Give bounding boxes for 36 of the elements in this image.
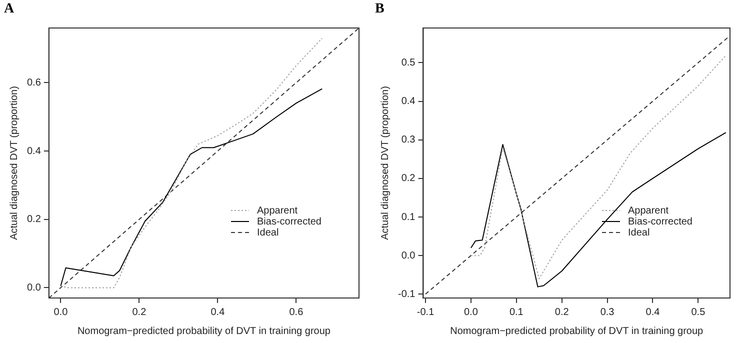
x-tick-label: 0.2 <box>554 306 570 318</box>
legend-label: Apparent <box>257 205 298 216</box>
x-tick-label: 0.1 <box>509 306 524 318</box>
legend-label: Bias-corrected <box>257 216 322 228</box>
legend-label: Apparent <box>628 205 669 216</box>
y-axis-title: Actual diagnosed DVT (proportion) <box>380 86 391 240</box>
line-series <box>60 38 323 288</box>
chart-title: B <box>375 2 384 17</box>
legend-label: Ideal <box>628 227 650 238</box>
legend-label: Ideal <box>257 227 279 238</box>
x-axis-title: Nomogram−predicted probability of DVT in training group <box>77 326 331 337</box>
chart-title: A <box>4 2 15 17</box>
y-axis-title: Actual diagnosed DVT (proportion) <box>8 86 20 240</box>
y-tick-label: 0.4 <box>401 96 416 108</box>
x-tick-label: -0.1 <box>416 306 435 318</box>
x-axis-title: Nomogram−predicted probability of DVT in training group <box>450 326 704 337</box>
y-tick-label: 0.2 <box>401 173 416 184</box>
y-tick-label: 0.4 <box>26 146 42 157</box>
x-tick-label: 0.5 <box>691 306 706 318</box>
x-tick-label: 0.0 <box>54 306 68 318</box>
legend-label: Bias-corrected <box>628 216 692 228</box>
y-tick-label: -0.1 <box>398 288 416 300</box>
x-tick-label: 0.4 <box>210 306 226 318</box>
y-tick-label: 0.1 <box>401 212 416 223</box>
line-series <box>470 54 727 280</box>
x-tick-label: 0.4 <box>646 306 660 318</box>
x-tick-label: 0.0 <box>464 306 478 318</box>
y-tick-label: 0.3 <box>401 134 416 146</box>
x-tick-label: 0.6 <box>289 306 304 318</box>
y-tick-label: 0.5 <box>401 57 416 68</box>
y-tick-label: 0.2 <box>26 214 42 226</box>
y-tick-label: 0.6 <box>26 77 42 88</box>
y-tick-label: 0.0 <box>401 250 416 262</box>
x-tick-label: 0.2 <box>132 306 147 318</box>
y-tick-label: 0.0 <box>26 282 42 294</box>
x-tick-label: 0.3 <box>600 306 615 318</box>
